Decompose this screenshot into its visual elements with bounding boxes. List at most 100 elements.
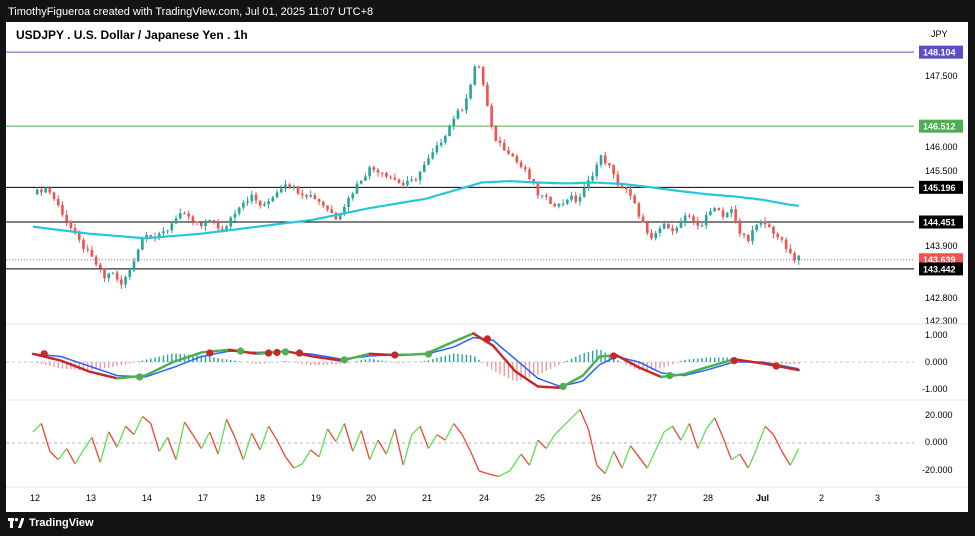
- oscillator-segment: [335, 423, 345, 442]
- oscillator-segment: [419, 426, 430, 449]
- candle-body: [797, 255, 801, 261]
- oscillator-segment: [293, 463, 303, 469]
- moving-average-line: [32, 179, 799, 240]
- crossover-signal-dot: [730, 357, 738, 365]
- candle-body: [263, 204, 266, 206]
- oscillator-segment: [680, 423, 690, 441]
- candle-body: [620, 185, 624, 188]
- oscillator-segment: [116, 426, 127, 448]
- candle-body: [267, 201, 270, 205]
- candle-body: [317, 199, 321, 202]
- candle-body: [515, 156, 519, 163]
- oscillator-segment: [108, 431, 118, 448]
- candle-body: [195, 221, 199, 223]
- oscillator-segment: [192, 434, 202, 449]
- rsi-tick-label: 20.000: [925, 410, 953, 420]
- candle-body: [662, 223, 666, 229]
- candles: [35, 64, 801, 289]
- candle-body: [225, 226, 228, 232]
- candle-body: [237, 207, 241, 214]
- candle-body: [725, 212, 729, 217]
- candle-body: [582, 187, 586, 197]
- chart-area[interactable]: USDJPY . U.S. Dollar / Japanese Yen . 1h…: [6, 22, 968, 512]
- candle-body: [746, 235, 750, 241]
- candle-body: [545, 195, 548, 197]
- candle-body: [145, 234, 148, 239]
- crossover-signal-dot: [206, 349, 214, 357]
- candle-body: [157, 233, 161, 238]
- candle-body: [431, 152, 435, 159]
- candle-body: [200, 222, 203, 227]
- macd-pane: [6, 332, 914, 391]
- oscillator-segment: [91, 437, 101, 463]
- candle-body: [300, 193, 304, 196]
- price-tick-label: 142.300: [925, 316, 958, 326]
- oscillator-segment: [487, 473, 499, 478]
- oscillator-segment: [436, 434, 446, 441]
- candle-body: [52, 192, 56, 200]
- candle-body: [469, 84, 472, 99]
- candle-body: [212, 219, 216, 223]
- candle-body: [149, 234, 153, 237]
- candle-body: [654, 233, 658, 239]
- candle-body: [599, 155, 603, 165]
- moving-average: [32, 179, 799, 240]
- candle-body: [700, 225, 704, 227]
- candle-body: [789, 248, 792, 254]
- tradingview-logo[interactable]: TradingView: [8, 515, 94, 531]
- candle-body: [523, 167, 527, 170]
- candle-body: [351, 193, 355, 199]
- time-tick-label: 26: [591, 493, 601, 503]
- oscillator-segment: [722, 437, 733, 460]
- candle-body: [69, 221, 73, 229]
- candle-body: [103, 268, 106, 279]
- crossover-signal-dot: [340, 356, 348, 364]
- oscillator-segment: [764, 425, 774, 436]
- candle-body: [671, 228, 674, 232]
- candle-body: [216, 222, 220, 229]
- candle-body: [284, 184, 287, 189]
- oscillator-segment: [646, 449, 657, 469]
- candle-body: [465, 98, 468, 111]
- candle-body: [305, 195, 308, 197]
- candle-body: [233, 213, 237, 218]
- oscillator-segment: [141, 416, 152, 425]
- oscillator-segment: [158, 437, 169, 452]
- candle-body: [486, 84, 489, 106]
- oscillator-segment: [781, 451, 791, 466]
- oscillator-segment: [498, 470, 511, 478]
- candle-body: [570, 195, 573, 200]
- candle-body: [115, 272, 119, 280]
- candle-body: [494, 126, 498, 141]
- candle-body: [490, 105, 493, 127]
- candle-body: [292, 186, 296, 188]
- oscillator-segment: [242, 433, 253, 460]
- candle-body: [170, 223, 174, 231]
- candle-body: [124, 276, 127, 285]
- oscillator-segment: [705, 417, 716, 430]
- crossover-signal-dot: [236, 347, 245, 355]
- candle-body: [376, 169, 380, 173]
- candle-body: [566, 199, 569, 204]
- price-level-tag: [919, 262, 963, 276]
- candle-body: [435, 145, 439, 153]
- candle-body: [603, 155, 607, 164]
- candle-body: [730, 209, 733, 213]
- price-level-tag: [919, 119, 963, 133]
- candle-body: [633, 195, 636, 204]
- candle-body: [347, 198, 350, 207]
- crossover-signal-dot: [273, 348, 281, 357]
- chart-canvas[interactable]: USDJPY . U.S. Dollar / Japanese Yen . 1h…: [6, 22, 968, 512]
- oscillator-segment: [57, 448, 68, 461]
- candle-body: [166, 230, 169, 232]
- candle-body: [679, 221, 683, 228]
- candle-body: [128, 270, 132, 277]
- candle-body: [397, 179, 401, 184]
- candle-body: [44, 187, 47, 193]
- oscillator-segment: [562, 417, 573, 427]
- crossover-signal-dot: [559, 382, 567, 391]
- time-axis[interactable]: 12 13 14 17 18 19 20 21 24 25 26 27 28 J…: [30, 493, 880, 503]
- candle-body: [422, 164, 426, 172]
- candle-body: [410, 179, 413, 181]
